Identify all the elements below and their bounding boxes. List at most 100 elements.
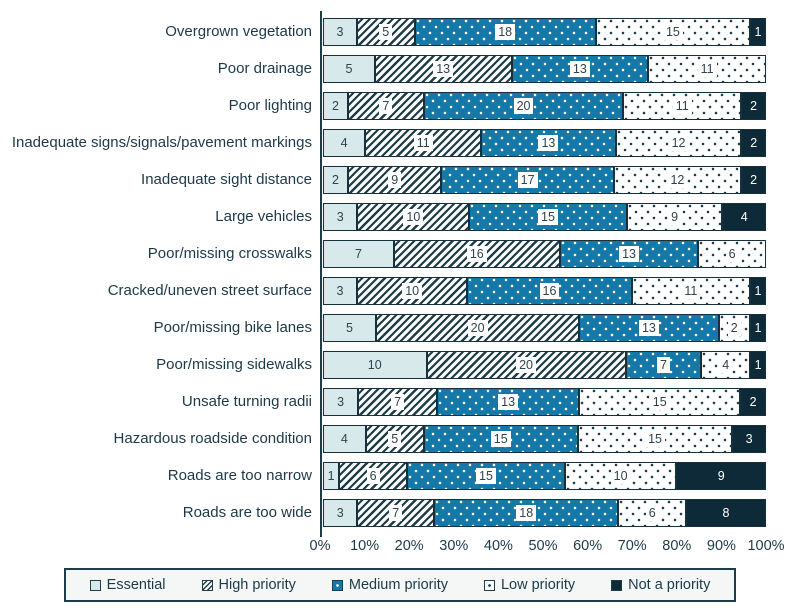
segment-value-label: 16 bbox=[539, 283, 560, 299]
segment-value-label: 16 bbox=[466, 246, 487, 262]
category-label: Cracked/uneven street surface bbox=[107, 281, 312, 299]
segment-value-label: 7 bbox=[354, 247, 362, 261]
segment-value-label: 2 bbox=[749, 395, 757, 409]
x-tick: 80% bbox=[662, 538, 692, 554]
legend-label: High priority bbox=[218, 577, 296, 593]
segment-value-label: 2 bbox=[750, 136, 758, 150]
bar-segment-high-priority: 20 bbox=[426, 351, 626, 379]
segment-value-label: 10 bbox=[402, 283, 423, 299]
category-label: Large vehicles bbox=[215, 207, 312, 225]
bar-segment-essential: 10 bbox=[323, 351, 427, 379]
bar-segment-not-a-priority: 1 bbox=[750, 277, 766, 305]
bar: 3 7 13 15 2 bbox=[323, 388, 766, 416]
segment-value-label: 18 bbox=[495, 24, 516, 40]
bar: 5 13 13 11 bbox=[323, 55, 766, 83]
segment-value-label: 1 bbox=[327, 469, 335, 483]
bar-segment-not-a-priority: 2 bbox=[741, 92, 766, 120]
bar-segment-low-priority: 15 bbox=[595, 18, 751, 46]
segment-value-label: 7 bbox=[389, 505, 403, 521]
chart-row: Overgrown vegetation 3 5 18 15 1 bbox=[0, 18, 800, 46]
bar-segment-medium-priority: 7 bbox=[625, 351, 702, 379]
bar-segment-high-priority: 9 bbox=[347, 166, 442, 194]
bar-segment-medium-priority: 20 bbox=[423, 92, 624, 120]
x-tick: 0% bbox=[309, 538, 331, 554]
bar-segment-medium-priority: 18 bbox=[434, 499, 619, 527]
x-tick: 50% bbox=[528, 538, 558, 554]
segment-value-label: 15 bbox=[538, 209, 558, 225]
legend: Essential High priority Medium priority Low… bbox=[63, 568, 737, 602]
segment-value-label: 15 bbox=[645, 431, 665, 447]
bar-segment-medium-priority: 15 bbox=[407, 462, 565, 490]
segment-value-label: 1 bbox=[754, 284, 762, 298]
legend-swatch-high-priority bbox=[201, 579, 213, 591]
bar-segment-not-a-priority: 2 bbox=[741, 129, 766, 157]
segment-value-label: 13 bbox=[433, 61, 454, 77]
legend-label: Low priority bbox=[500, 577, 576, 593]
chart-row: Roads are too narrow 1 6 15 10 9 bbox=[0, 462, 800, 490]
bar-segment-medium-priority: 18 bbox=[414, 18, 596, 46]
bar-segment-essential: 2 bbox=[323, 166, 348, 194]
bar-segment-high-priority: 7 bbox=[357, 499, 435, 527]
segment-value-label: 10 bbox=[367, 358, 382, 372]
legend-swatch-low-priority bbox=[483, 579, 495, 591]
bar-segment-medium-priority: 13 bbox=[436, 388, 580, 416]
segment-value-label: 10 bbox=[403, 209, 424, 225]
bar-segment-not-a-priority: 1 bbox=[750, 351, 766, 379]
segment-value-label: 5 bbox=[379, 24, 393, 40]
x-tick: 10% bbox=[350, 538, 380, 554]
legend-item-not-a-priority: Not a priority bbox=[611, 577, 710, 593]
bar-segment-essential: 7 bbox=[323, 240, 394, 268]
segment-value-label: 12 bbox=[667, 172, 688, 188]
bar-segment-not-a-priority: 3 bbox=[732, 425, 766, 453]
bar: 2 7 20 11 2 bbox=[323, 92, 766, 120]
segment-value-label: 20 bbox=[516, 357, 537, 373]
legend-item-medium-priority: Medium priority bbox=[331, 577, 448, 593]
segment-value-label: 3 bbox=[336, 506, 344, 520]
segment-value-label: 8 bbox=[722, 506, 730, 520]
bar-segment-high-priority: 16 bbox=[393, 240, 560, 268]
bar-segment-essential: 3 bbox=[323, 277, 358, 305]
chart-row: Inadequate sight distance 2 9 17 12 2 bbox=[0, 166, 800, 194]
segment-value-label: 9 bbox=[388, 172, 402, 188]
bar: 3 5 18 15 1 bbox=[323, 18, 766, 46]
bar-segment-medium-priority: 15 bbox=[423, 425, 578, 453]
category-label: Poor/missing sidewalks bbox=[156, 355, 312, 373]
legend-swatch-medium-priority bbox=[331, 579, 343, 591]
segment-value-label: 11 bbox=[672, 98, 692, 114]
plot-area: Overgrown vegetation 3 5 18 15 1 Poor drainage… bbox=[0, 11, 800, 537]
bar-segment-not-a-priority: 4 bbox=[722, 203, 766, 231]
bar-segment-medium-priority: 13 bbox=[579, 314, 719, 342]
segment-value-label: 6 bbox=[725, 246, 739, 262]
segment-value-label: 11 bbox=[413, 135, 433, 151]
bar: 2 9 17 12 2 bbox=[323, 166, 766, 194]
legend-swatch-not-a-priority bbox=[611, 579, 623, 591]
segment-value-label: 4 bbox=[340, 432, 348, 446]
bar: 4 5 15 15 3 bbox=[323, 425, 766, 453]
segment-value-label: 9 bbox=[717, 469, 725, 483]
bar: 5 20 13 2 1 bbox=[323, 314, 766, 342]
legend-swatch-essential bbox=[89, 579, 101, 591]
segment-value-label: 1 bbox=[754, 321, 762, 335]
legend-item-low-priority: Low priority bbox=[483, 577, 576, 593]
bar-segment-medium-priority: 15 bbox=[469, 203, 627, 231]
bar-segment-essential: 3 bbox=[323, 499, 358, 527]
bar-segment-high-priority: 5 bbox=[356, 18, 415, 46]
bar-segment-low-priority: 11 bbox=[631, 277, 750, 305]
x-tick: 90% bbox=[706, 538, 736, 554]
chart-row: Large vehicles 3 10 15 9 4 bbox=[0, 203, 800, 231]
chart-row: Poor/missing sidewalks 10 20 7 4 1 bbox=[0, 351, 800, 379]
segment-value-label: 3 bbox=[337, 395, 345, 409]
bar-segment-essential: 4 bbox=[323, 129, 366, 157]
segment-value-label: 4 bbox=[719, 357, 733, 373]
segment-value-label: 2 bbox=[750, 173, 758, 187]
bar-segment-high-priority: 13 bbox=[374, 55, 512, 83]
legend-label: Essential bbox=[106, 577, 166, 593]
segment-value-label: 15 bbox=[662, 24, 683, 40]
segment-value-label: 13 bbox=[498, 394, 519, 410]
category-label: Overgrown vegetation bbox=[165, 22, 312, 40]
bar-segment-low-priority: 6 bbox=[618, 499, 687, 527]
segment-value-label: 4 bbox=[340, 136, 348, 150]
segment-value-label: 3 bbox=[336, 25, 344, 39]
segment-value-label: 15 bbox=[490, 431, 511, 447]
